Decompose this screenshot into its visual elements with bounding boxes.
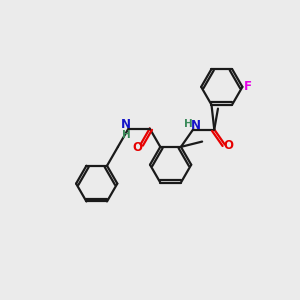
Text: O: O	[223, 140, 233, 152]
Text: O: O	[132, 141, 142, 154]
Text: H: H	[122, 130, 130, 140]
Text: H: H	[184, 118, 192, 129]
Text: N: N	[121, 118, 131, 131]
Text: N: N	[190, 119, 200, 133]
Text: F: F	[244, 80, 252, 93]
